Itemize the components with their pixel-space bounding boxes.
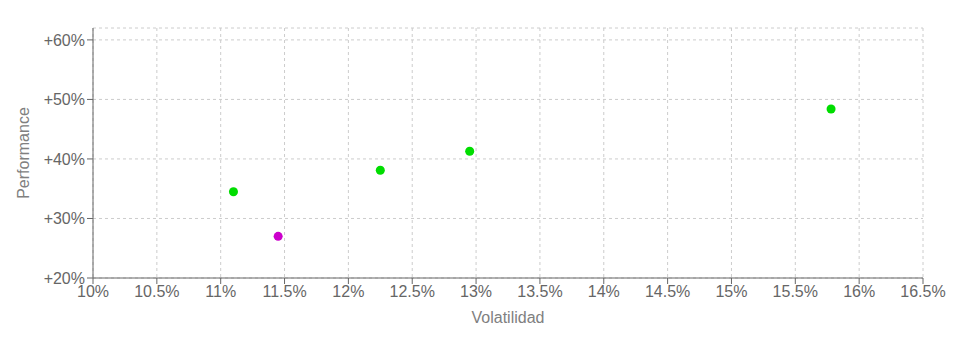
svg-text:12.5%: 12.5% xyxy=(390,283,435,300)
svg-text:Volatilidad: Volatilidad xyxy=(472,309,545,326)
svg-text:16%: 16% xyxy=(843,283,875,300)
svg-text:12%: 12% xyxy=(332,283,364,300)
svg-text:16.5%: 16.5% xyxy=(900,283,945,300)
svg-text:10.5%: 10.5% xyxy=(134,283,179,300)
svg-text:13.5%: 13.5% xyxy=(517,283,562,300)
svg-text:+20%: +20% xyxy=(44,270,85,287)
svg-text:+40%: +40% xyxy=(44,151,85,168)
svg-text:+50%: +50% xyxy=(44,91,85,108)
svg-text:13%: 13% xyxy=(460,283,492,300)
svg-text:Performance: Performance xyxy=(15,107,32,199)
svg-text:15%: 15% xyxy=(715,283,747,300)
svg-text:14%: 14% xyxy=(588,283,620,300)
svg-text:11%: 11% xyxy=(205,283,236,300)
svg-text:14.5%: 14.5% xyxy=(645,283,690,300)
svg-text:10%: 10% xyxy=(77,283,109,301)
svg-text:15.5%: 15.5% xyxy=(773,283,818,300)
svg-text:+30%: +30% xyxy=(44,210,85,227)
svg-text:11.5%: 11.5% xyxy=(262,283,306,300)
svg-text:+60%: +60% xyxy=(44,32,85,49)
